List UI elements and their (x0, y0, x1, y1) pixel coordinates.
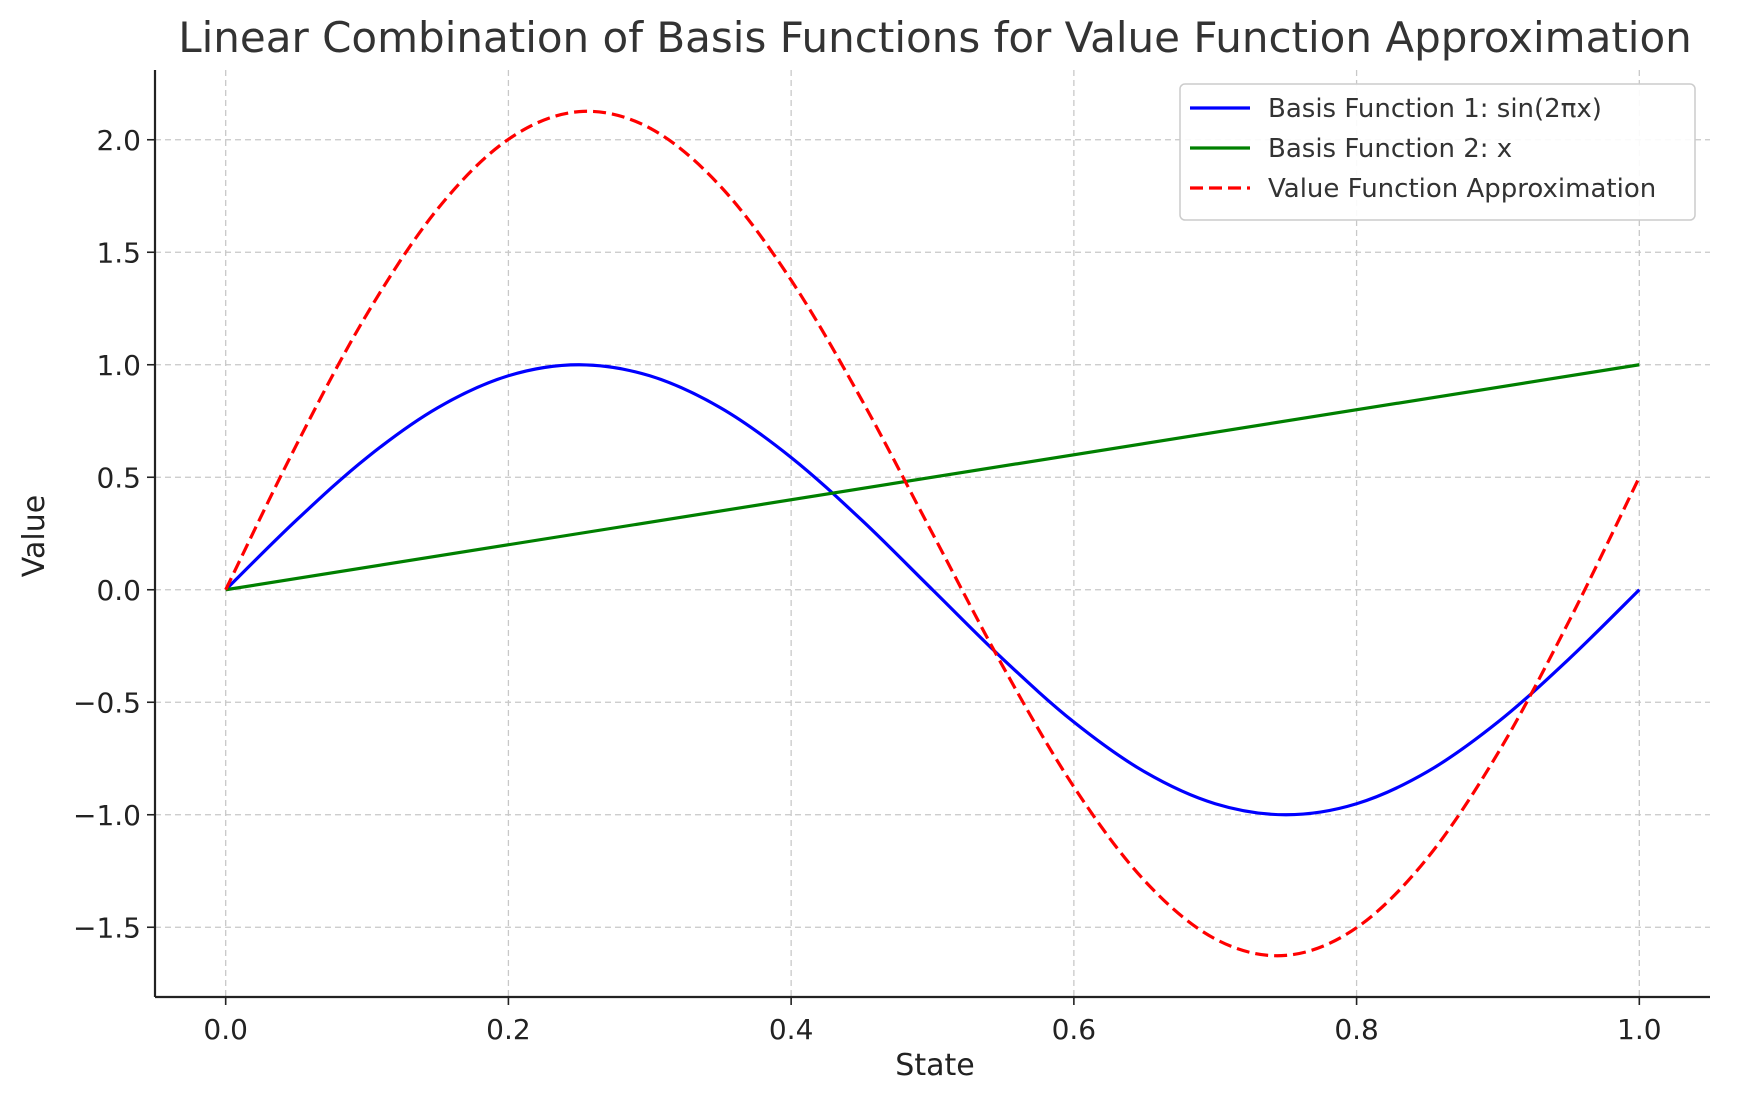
series-x-line (225, 363, 1640, 592)
y-axis-label: Value (17, 495, 52, 577)
y-tick-label: −1.0 (73, 799, 141, 832)
y-tick-label: −1.5 (73, 911, 141, 944)
y-tick-label: 0.0 (96, 574, 141, 607)
x-tick-label: 0.0 (203, 1013, 248, 1046)
x-tick-label: 0.6 (1052, 1013, 1097, 1046)
series-value-approx-line (224, 109, 1641, 958)
axes: 0.0 0.2 0.4 0.6 0.8 1.0 −1.5 −1.0 −0.5 0.0 0.5 1.0 1… (73, 70, 1710, 1046)
series-lines (224, 109, 1641, 958)
x-tick-label: 0.8 (1334, 1013, 1379, 1046)
x-tick-label: 0.4 (769, 1013, 814, 1046)
legend: Basis Function 1: sin(2πx) Basis Function… (1179, 83, 1696, 221)
y-tick-label: 0.5 (96, 461, 141, 494)
chart-title: Linear Combination of Basis Functions fo… (178, 13, 1692, 62)
legend-box (1179, 83, 1696, 221)
x-tick-label: 1.0 (1617, 1013, 1662, 1046)
x-axis-label: State (895, 1048, 974, 1083)
x-tick-label: 0.2 (486, 1013, 531, 1046)
series-sin-line (224, 363, 1641, 817)
legend-entry-label: Value Function Approximation (1268, 174, 1656, 204)
legend-entry-label: Basis Function 1: sin(2πx) (1268, 94, 1602, 124)
legend-entry-label: Basis Function 2: x (1268, 134, 1512, 164)
y-tick-label: 1.0 (96, 349, 141, 382)
y-tick-label: 1.5 (96, 236, 141, 269)
y-tick-label: 2.0 (96, 124, 141, 157)
y-tick-label: −0.5 (73, 686, 141, 719)
